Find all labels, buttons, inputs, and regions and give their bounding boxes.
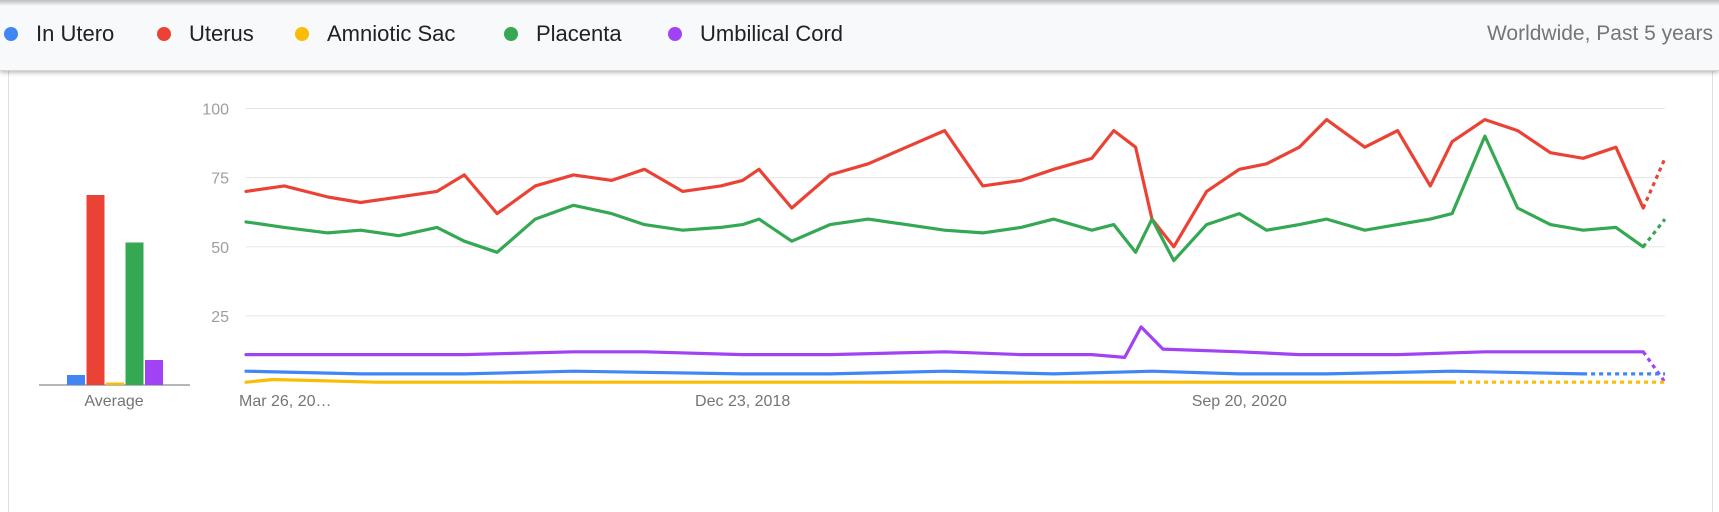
- series-partial-uterus: [1641, 157, 1667, 209]
- y-tick-label-100: 100: [202, 102, 229, 119]
- series-line-in-utero: [244, 369, 1585, 376]
- average-bar-in-utero: [67, 375, 85, 385]
- amniotic-sac-dot-icon: [295, 27, 309, 41]
- y-tick-label-50: 50: [211, 240, 229, 257]
- placenta-dot-icon: [504, 27, 518, 41]
- legend-label: Amniotic Sac: [327, 21, 456, 46]
- average-bar-placenta: [125, 242, 144, 385]
- in-utero-dot-icon: [4, 27, 18, 41]
- legend-item-placenta[interactable]: Placenta: [504, 19, 622, 49]
- umbilical-cord-dot-icon: [668, 27, 682, 41]
- average-bar-umbilical-cord: [145, 360, 163, 385]
- average-bar-uterus: [86, 195, 105, 385]
- region-timeframe-label[interactable]: Worldwide, Past 5 years: [1486, 22, 1713, 45]
- legend-label: Placenta: [536, 21, 622, 46]
- series-partial-placenta: [1641, 218, 1667, 248]
- x-tick-label-2: Sep 20, 2020: [1192, 393, 1287, 410]
- chart-card: Average 25 50 75 100 Mar 26, 20… Dec 23, 2018 S…: [8, 70, 1713, 512]
- legend-item-amniotic-sac[interactable]: Amniotic Sac: [295, 19, 455, 49]
- series-line-uterus: [244, 117, 1645, 249]
- legend-item-umbilical-cord[interactable]: Umbilical Cord: [668, 19, 843, 49]
- x-tick-label-1: Dec 23, 2018: [695, 393, 790, 410]
- average-label: Average: [84, 393, 143, 410]
- top-shadow: [0, 0, 1719, 6]
- legend-item-uterus[interactable]: Uterus: [157, 19, 254, 49]
- series-partial-umbilical-cord: [1641, 350, 1667, 384]
- average-bar-amniotic-sac: [106, 382, 124, 385]
- uterus-dot-icon: [157, 27, 171, 41]
- series-line-umbilical-cord: [244, 325, 1645, 359]
- legend-item-in-utero[interactable]: In Utero: [4, 19, 114, 49]
- series-line-amniotic-sac: [244, 377, 1454, 384]
- x-tick-label-0: Mar 26, 20…: [239, 393, 331, 410]
- legend-bar: In Utero Uterus Amniotic Sac Placenta Um…: [0, 0, 1719, 71]
- series-line-placenta: [244, 134, 1645, 263]
- y-tick-label-75: 75: [211, 171, 229, 188]
- trends-chart: Average 25 50 75 100 Mar 26, 20… Dec 23, 2018 S…: [39, 102, 1667, 410]
- legend-label: In Utero: [36, 21, 115, 46]
- legend-label: Uterus: [189, 21, 254, 46]
- y-tick-label-25: 25: [211, 309, 229, 326]
- legend-label: Umbilical Cord: [700, 21, 844, 46]
